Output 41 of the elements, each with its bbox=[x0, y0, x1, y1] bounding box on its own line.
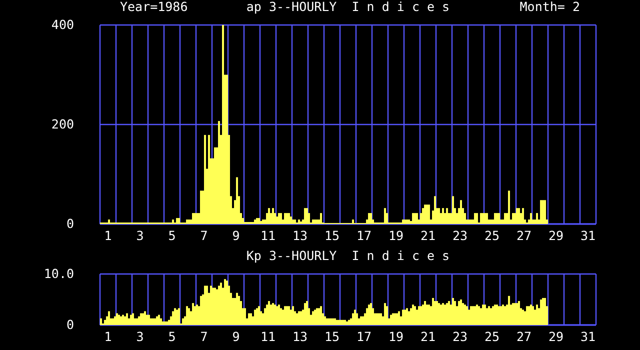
x-tick-label: 9 bbox=[232, 228, 240, 243]
y-tick-label: 400 bbox=[51, 17, 74, 32]
x-tick-label: 27 bbox=[516, 228, 532, 243]
y-tick-label: 0 bbox=[66, 317, 74, 332]
text: Month= 2 bbox=[520, 0, 580, 14]
x-tick-label: 23 bbox=[452, 228, 468, 243]
chart-title: ap 3--HOURLY I n d i c e s bbox=[246, 0, 450, 14]
y-tick-label: 0 bbox=[66, 216, 74, 231]
x-tick-label: 17 bbox=[356, 329, 372, 344]
x-tick-label: 25 bbox=[484, 228, 500, 243]
x-tick-label: 7 bbox=[200, 228, 208, 243]
x-tick-label: 15 bbox=[324, 329, 340, 344]
x-tick-label: 5 bbox=[168, 228, 176, 243]
x-tick-label: 1 bbox=[104, 329, 112, 344]
chart-title: Kp 3--HOURLY I n d i c e s bbox=[246, 248, 450, 263]
x-tick-label: 29 bbox=[548, 228, 564, 243]
x-tick-label: 3 bbox=[136, 329, 144, 344]
x-tick-label: 29 bbox=[548, 329, 564, 344]
x-tick-label: 19 bbox=[388, 228, 404, 243]
x-tick-label: 11 bbox=[260, 329, 276, 344]
x-tick-label: 31 bbox=[580, 228, 596, 243]
y-tick-label: 200 bbox=[51, 116, 74, 132]
x-tick-label: 1 bbox=[104, 228, 112, 243]
x-tick-label: 7 bbox=[200, 329, 208, 344]
x-tick-label: 21 bbox=[420, 228, 436, 243]
x-tick-label: 25 bbox=[484, 329, 500, 344]
x-tick-label: 5 bbox=[168, 329, 176, 344]
x-tick-label: 21 bbox=[420, 329, 436, 344]
x-tick-label: 15 bbox=[324, 228, 340, 243]
text: Year=1986 bbox=[120, 0, 188, 14]
x-tick-label: 3 bbox=[136, 228, 144, 243]
x-tick-label: 19 bbox=[388, 329, 404, 344]
x-tick-label: 27 bbox=[516, 329, 532, 344]
x-tick-label: 13 bbox=[292, 329, 308, 344]
x-tick-label: 13 bbox=[292, 228, 308, 243]
y-tick-label: 10.0 bbox=[44, 266, 74, 281]
x-tick-label: 23 bbox=[452, 329, 468, 344]
x-tick-label: 9 bbox=[232, 329, 240, 344]
x-tick-label: 31 bbox=[580, 329, 596, 344]
x-tick-label: 17 bbox=[356, 228, 372, 243]
x-tick-label: 11 bbox=[260, 228, 276, 243]
